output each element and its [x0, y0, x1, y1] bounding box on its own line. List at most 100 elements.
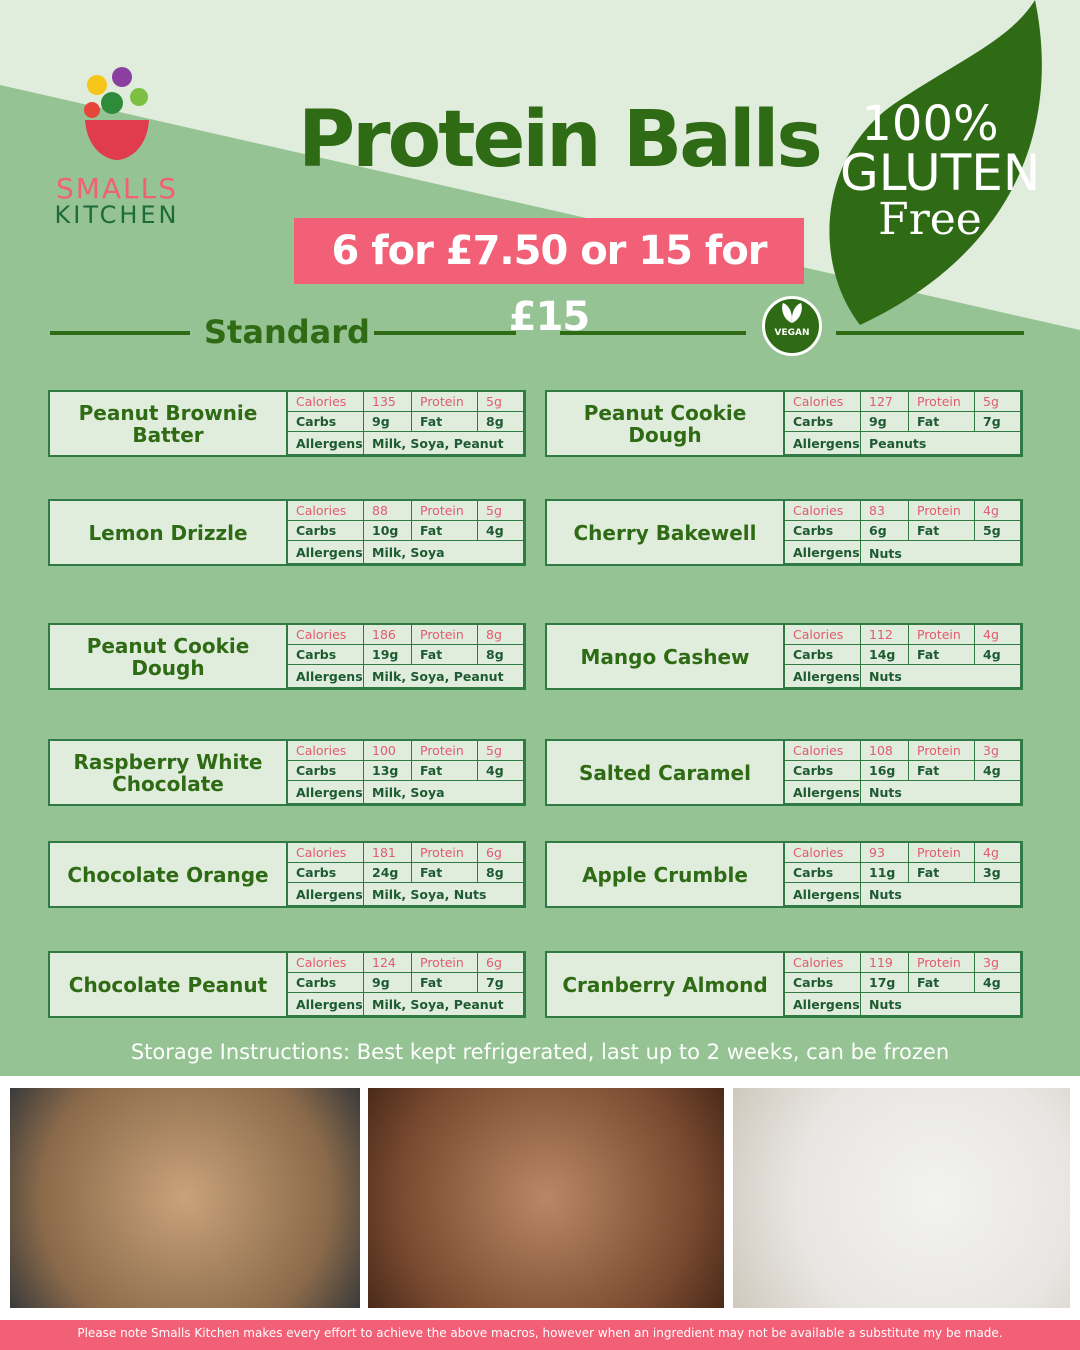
item-name: Peanut Cookie Dough	[50, 625, 288, 688]
menu-item-card: Peanut Cookie Dough Calories 127 Protein…	[545, 390, 1023, 457]
allergens-label: Allergens	[288, 432, 364, 455]
calories-label: Calories	[785, 392, 861, 412]
calories-label: Calories	[785, 843, 861, 863]
nutrition-table: Calories 108 Protein 3g Carbs 16g Fat 4g…	[785, 741, 1021, 804]
protein-value: 5g	[478, 741, 524, 761]
calories-value: 88	[364, 501, 412, 521]
item-name: Mango Cashew	[547, 625, 785, 688]
logo-text-top: SMALLS	[55, 172, 179, 205]
allergens-value	[861, 541, 1021, 564]
carbs-value: 24g	[364, 863, 412, 883]
menu-item-card: Chocolate Orange Calories 181 Protein 6g…	[48, 841, 526, 908]
nutrition-table: Calories 88 Protein 5g Carbs 10g Fat 4g …	[288, 501, 524, 564]
protein-value: 5g	[478, 501, 524, 521]
protein-value: 3g	[975, 953, 1021, 973]
page-title: Protein Balls	[298, 95, 823, 185]
allergens-label: Allergens	[785, 883, 861, 906]
storage-instructions: Storage Instructions: Best kept refriger…	[130, 1040, 950, 1064]
allergens-label: Allergens	[288, 541, 364, 564]
allergens-label: Allergens	[785, 432, 861, 455]
badge-line1: 100%	[861, 96, 999, 152]
calories-label: Calories	[288, 392, 364, 412]
allergens-value: Nuts	[861, 883, 1021, 906]
protein-label: Protein	[909, 843, 975, 863]
menu-item-card: Cherry Bakewell Calories 83 Protein 4g C…	[545, 499, 1023, 566]
allergens-value: Milk, Soya	[364, 541, 524, 564]
item-name: Lemon Drizzle	[50, 501, 288, 564]
fat-label: Fat	[412, 645, 478, 665]
carbs-value: 13g	[364, 761, 412, 781]
photo-strip	[0, 1076, 1080, 1320]
protein-value: 8g	[478, 625, 524, 645]
fat-value: 4g	[975, 645, 1021, 665]
footer-disclaimer: Please note Smalls Kitchen makes every e…	[0, 1320, 1080, 1350]
allergens-value: Nuts	[861, 993, 1021, 1016]
protein-value: 4g	[975, 501, 1021, 521]
calories-value: 112	[861, 625, 909, 645]
allergens-label: Allergens	[288, 883, 364, 906]
protein-value: 4g	[975, 843, 1021, 863]
photo-protein-balls-chia	[733, 1088, 1070, 1308]
divider	[560, 331, 746, 335]
carbs-label: Carbs	[785, 521, 861, 541]
item-name: Peanut Brownie Batter	[50, 392, 288, 455]
fat-value: 5g	[975, 521, 1021, 541]
carbs-label: Carbs	[785, 412, 861, 432]
calories-label: Calories	[288, 625, 364, 645]
item-name: Chocolate Orange	[50, 843, 288, 906]
carbs-label: Carbs	[288, 521, 364, 541]
calories-label: Calories	[785, 741, 861, 761]
protein-label: Protein	[412, 741, 478, 761]
calories-value: 93	[861, 843, 909, 863]
carbs-label: Carbs	[785, 863, 861, 883]
menu-item-card: Cranberry Almond Calories 119 Protein 3g…	[545, 951, 1023, 1018]
calories-value: 181	[364, 843, 412, 863]
photo-protein-balls-nutty	[10, 1088, 360, 1308]
protein-label: Protein	[412, 392, 478, 412]
allergens-value: Milk, Soya, Peanut	[364, 993, 524, 1016]
carbs-value: 14g	[861, 645, 909, 665]
protein-value: 5g	[478, 392, 524, 412]
allergens-value: Nuts	[861, 781, 1021, 804]
item-name: Cherry Bakewell	[547, 501, 785, 564]
menu-item-card: Apple Crumble Calories 93 Protein 4g Car…	[545, 841, 1023, 908]
nutrition-table: Calories 181 Protein 6g Carbs 24g Fat 8g…	[288, 843, 524, 906]
fat-label: Fat	[909, 412, 975, 432]
allergens-value: Milk, Soya, Nuts	[364, 883, 524, 906]
fat-value: 7g	[975, 412, 1021, 432]
divider	[836, 331, 1024, 335]
protein-value: 6g	[478, 843, 524, 863]
calories-label: Calories	[288, 843, 364, 863]
carbs-label: Carbs	[785, 761, 861, 781]
calories-label: Calories	[785, 501, 861, 521]
carbs-label: Carbs	[785, 973, 861, 993]
calories-label: Calories	[785, 953, 861, 973]
menu-item-card: Salted Caramel Calories 108 Protein 3g C…	[545, 739, 1023, 806]
protein-label: Protein	[412, 501, 478, 521]
calories-label: Calories	[288, 953, 364, 973]
calories-value: 186	[364, 625, 412, 645]
carbs-value: 11g	[861, 863, 909, 883]
fat-value: 7g	[478, 973, 524, 993]
calories-value: 127	[861, 392, 909, 412]
allergens-value: Peanuts	[861, 432, 1021, 455]
fat-label: Fat	[909, 645, 975, 665]
allergens-label: Allergens	[288, 993, 364, 1016]
fat-value: 4g	[478, 761, 524, 781]
item-name: Apple Crumble	[547, 843, 785, 906]
nutrition-table: Calories 127 Protein 5g Carbs 9g Fat 7g …	[785, 392, 1021, 455]
fat-value: 8g	[478, 863, 524, 883]
allergens-label: Allergens	[785, 541, 861, 564]
carbs-value: 17g	[861, 973, 909, 993]
protein-label: Protein	[909, 953, 975, 973]
carbs-label: Carbs	[288, 412, 364, 432]
fat-value: 4g	[975, 973, 1021, 993]
allergens-label: Allergens	[288, 781, 364, 804]
allergen-overlay: Nuts	[869, 546, 902, 561]
item-name: Cranberry Almond	[547, 953, 785, 1016]
salad-bowl-icon	[84, 67, 149, 160]
fat-value: 8g	[478, 412, 524, 432]
vegan-label: VEGAN	[774, 328, 810, 338]
carbs-label: Carbs	[288, 863, 364, 883]
